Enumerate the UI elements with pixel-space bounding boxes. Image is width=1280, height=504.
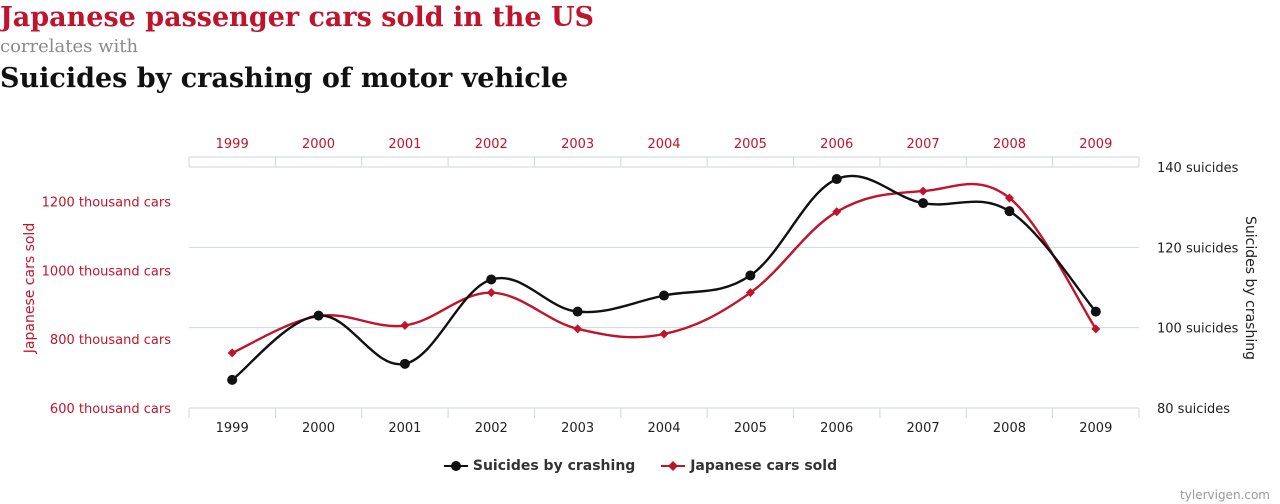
point-cars-2008	[1004, 193, 1014, 203]
point-suicides-2004	[659, 290, 669, 301]
x-tick-label-top-2008: 2008	[993, 137, 1026, 152]
point-suicides-2000	[313, 310, 324, 321]
point-cars-2009	[1091, 324, 1101, 334]
legend-item-cars[interactable]: Japanese cars sold	[660, 458, 837, 474]
x-tick-label-top-1999: 1999	[216, 137, 249, 152]
x-tick-label-bottom-2009: 2009	[1079, 421, 1112, 436]
point-cars-2007	[918, 186, 928, 196]
point-cars-2004	[659, 329, 669, 339]
x-tick-label-bottom-2000: 2000	[302, 421, 335, 436]
y-right-tick-label-120: 120 suicides	[1157, 241, 1239, 256]
y-left-tick-label-1200: 1200 thousand cars	[42, 195, 172, 210]
x-tick-label-bottom-2003: 2003	[561, 421, 594, 436]
point-cars-2003	[573, 324, 583, 334]
x-tick-label-bottom-2006: 2006	[820, 421, 853, 436]
x-tick-label-top-2001: 2001	[388, 137, 421, 152]
x-tick-label-bottom-2008: 2008	[993, 421, 1026, 436]
point-suicides-2008	[1004, 206, 1015, 217]
y-right-axis-title: Suicides by crashing	[1242, 216, 1258, 360]
point-cars-2002	[486, 288, 496, 298]
y-right-tick-label-80: 80 suicides	[1157, 402, 1230, 417]
y-left-tick-label-800: 800 thousand cars	[50, 333, 171, 348]
x-tick-label-bottom-2001: 2001	[388, 421, 421, 436]
chart-title-connector: correlates with	[0, 36, 139, 57]
x-tick-label-bottom-2004: 2004	[647, 421, 680, 436]
x-tick-label-bottom-2005: 2005	[734, 421, 767, 436]
x-tick-label-top-2005: 2005	[734, 137, 767, 152]
legend-label-suicides: Suicides by crashing	[472, 458, 636, 474]
x-tick-label-top-2004: 2004	[647, 137, 680, 152]
legend-marker-diamond-icon	[661, 461, 686, 471]
legend-label-cars: Japanese cars sold	[690, 458, 838, 474]
y-left-tick-label-1000: 1000 thousand cars	[42, 264, 172, 279]
x-tick-label-top-2002: 2002	[475, 137, 508, 152]
chart-title-secondary: Suicides by crashing of motor vehicle	[0, 63, 569, 94]
point-suicides-2002	[486, 274, 497, 285]
point-suicides-1999	[227, 374, 238, 385]
y-left-axis-title: Japanese cars sold	[22, 223, 38, 354]
point-cars-2001	[400, 320, 410, 330]
point-cars-1999	[227, 348, 237, 358]
legend: Suicides by crashing Japanese cars sold	[0, 458, 1280, 474]
point-suicides-2003	[572, 306, 583, 317]
point-cars-2005	[745, 288, 755, 298]
legend-item-suicides[interactable]: Suicides by crashing	[443, 458, 635, 474]
x-tick-label-top-2000: 2000	[302, 137, 335, 152]
legend-marker-circle-icon	[443, 461, 468, 471]
credit-text: tylervigen.com	[1180, 488, 1270, 502]
x-tick-label-bottom-1999: 1999	[216, 421, 249, 436]
point-suicides-2007	[918, 198, 929, 209]
y-left-tick-label-600: 600 thousand cars	[50, 402, 171, 417]
point-suicides-2006	[831, 174, 842, 185]
point-suicides-2009	[1090, 306, 1101, 317]
x-tick-label-bottom-2002: 2002	[475, 421, 508, 436]
point-cars-2006	[832, 207, 842, 217]
x-tick-label-top-2006: 2006	[820, 137, 853, 152]
y-right-tick-label-140: 140 suicides	[1157, 161, 1239, 176]
chart-title-main: Japanese passenger cars sold in the US	[0, 2, 595, 33]
x-tick-label-top-2009: 2009	[1079, 137, 1112, 152]
point-suicides-2001	[399, 358, 410, 369]
point-suicides-2005	[745, 270, 756, 281]
series-line-cars	[231, 182, 1097, 355]
x-tick-label-bottom-2007: 2007	[907, 421, 940, 436]
series-line-suicides	[231, 174, 1097, 381]
y-right-tick-label-100: 100 suicides	[1157, 322, 1239, 337]
x-tick-label-top-2007: 2007	[907, 137, 940, 152]
x-tick-label-top-2003: 2003	[561, 137, 594, 152]
